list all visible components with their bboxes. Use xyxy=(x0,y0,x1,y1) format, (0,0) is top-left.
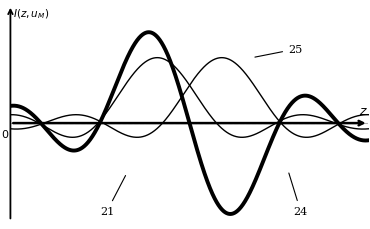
Text: $I(z,u_M)$: $I(z,u_M)$ xyxy=(13,8,49,21)
Text: 24: 24 xyxy=(289,173,307,216)
Text: 25: 25 xyxy=(255,45,302,58)
Text: 21: 21 xyxy=(100,176,125,216)
Text: $z$: $z$ xyxy=(359,104,368,117)
Text: $0$: $0$ xyxy=(1,127,10,139)
